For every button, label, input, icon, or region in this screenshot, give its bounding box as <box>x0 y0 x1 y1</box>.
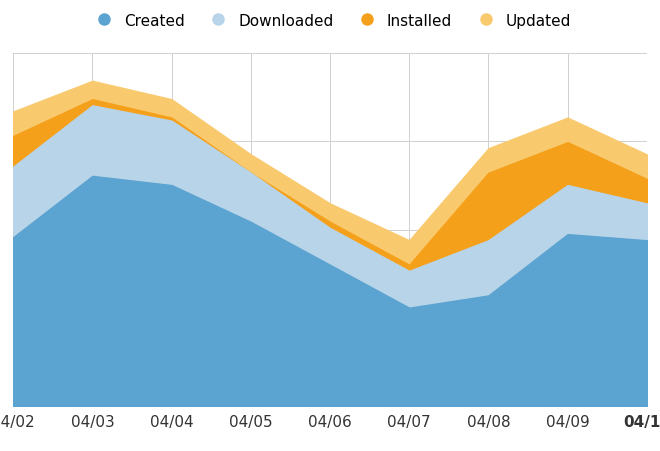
Legend: Created, Downloaded, Installed, Updated: Created, Downloaded, Installed, Updated <box>82 8 578 35</box>
